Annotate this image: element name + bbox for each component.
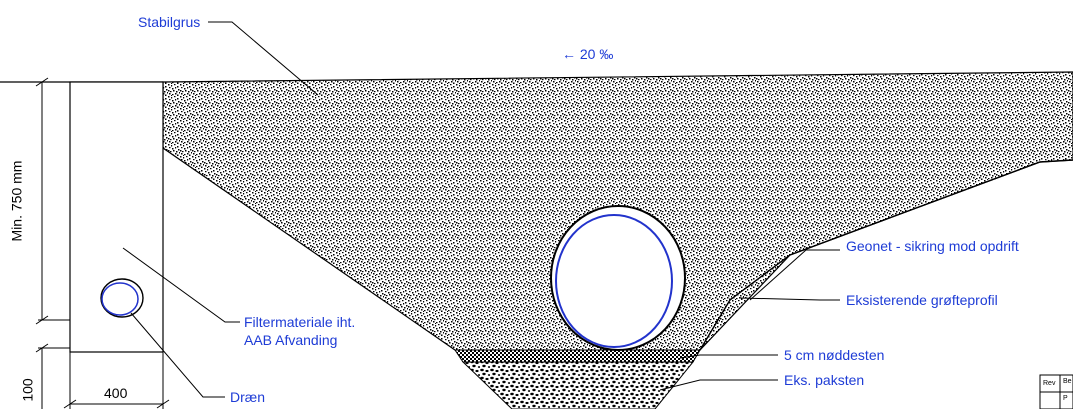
leader-stabilgrus	[208, 21, 319, 96]
label-width-dimension: 400	[104, 385, 128, 401]
drain-pipe	[100, 278, 144, 318]
leader-draen	[130, 312, 225, 398]
leader-geonet	[749, 249, 840, 301]
titleblock-p: P	[1063, 395, 1068, 402]
existing-trench-profile-line	[699, 159, 1073, 351]
titleblock-be: Be	[1063, 378, 1072, 385]
label-lower-dimension: 100	[19, 378, 36, 402]
label-depth-dimension: Min. 750 mm	[8, 160, 25, 242]
label-paksten: Eks. paksten	[784, 372, 865, 388]
label-filter-line2: AAB Afvanding	[244, 332, 338, 348]
label-geonet: Geonet - sikring mod opdrift	[846, 238, 1019, 254]
label-filter-line1: Filtermateriale iht.	[244, 314, 356, 330]
label-stabilgrus: Stabilgrus	[138, 14, 201, 30]
drain-pipe-inner	[101, 282, 139, 316]
label-draen: Dræn	[230, 389, 266, 405]
noddesten-layer	[454, 349, 701, 363]
label-existing-profile: Eksisterende grøfteprofil	[846, 292, 998, 308]
paksten-layer	[461, 361, 695, 409]
label-slope: ← 20 ‰	[562, 46, 614, 62]
leader-paksten	[659, 379, 778, 391]
main-pipe-inner	[555, 214, 673, 348]
label-noddesten: 5 cm nøddesten	[784, 347, 885, 363]
titleblock-rev: Rev	[1043, 380, 1056, 387]
leader-noddesten	[679, 354, 778, 359]
leader-filter	[122, 247, 240, 323]
leader-existing	[739, 297, 840, 301]
